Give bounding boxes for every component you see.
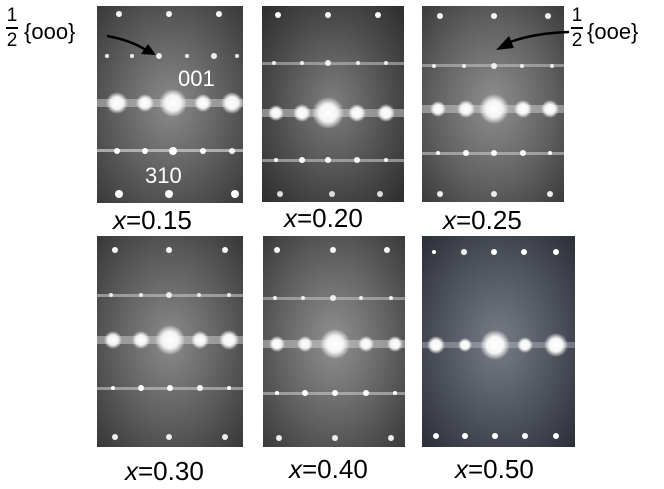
fraction-denominator: 2 <box>571 30 583 51</box>
caption-x040: x=0.40 <box>289 456 368 482</box>
diffraction-panel-x040 <box>263 236 405 447</box>
caption-x025: x=0.25 <box>443 207 522 233</box>
caption-value: =0.25 <box>456 205 522 235</box>
caption-value: =0.15 <box>126 205 192 235</box>
diffraction-pattern-x015 <box>97 6 243 203</box>
caption-x020: x=0.20 <box>284 205 363 231</box>
label-ooo: {ooo} <box>24 19 76 44</box>
diffraction-panel-x050 <box>422 236 575 447</box>
label-ooe: {ooe} <box>587 19 639 44</box>
diffraction-pattern-x050 <box>422 236 575 447</box>
spot-label-310: 310 <box>145 163 182 188</box>
caption-x015: x=0.15 <box>113 207 192 233</box>
caption-value: =0.30 <box>138 456 204 486</box>
diffraction-pattern-x030 <box>97 236 243 447</box>
fraction-denominator: 2 <box>6 30 18 51</box>
caption-x030: x=0.30 <box>125 458 204 484</box>
fraction-numerator: 1 <box>571 5 583 26</box>
caption-value: =0.20 <box>297 203 363 233</box>
fraction-numerator: 1 <box>6 5 18 26</box>
diffraction-panel-x015 <box>97 6 243 203</box>
fraction-bar <box>6 27 18 29</box>
fraction-half-left: 1 2 <box>6 6 18 50</box>
diffraction-panel-x030 <box>97 236 243 447</box>
caption-variable: x <box>125 456 138 486</box>
caption-variable: x <box>443 205 456 235</box>
caption-value: =0.50 <box>468 454 534 484</box>
diffraction-pattern-x020 <box>262 6 404 202</box>
spot-label-001: 001 <box>178 66 215 91</box>
caption-variable: x <box>455 454 468 484</box>
caption-variable: x <box>284 203 297 233</box>
caption-x050: x=0.50 <box>455 456 534 482</box>
caption-variable: x <box>113 205 126 235</box>
diffraction-pattern-x040 <box>263 236 405 447</box>
diffraction-panel-x025 <box>422 6 564 202</box>
caption-value: =0.40 <box>302 454 368 484</box>
diffraction-panel-x020 <box>262 6 404 202</box>
diffraction-pattern-x025 <box>422 6 564 202</box>
caption-variable: x <box>289 454 302 484</box>
fraction-bar <box>571 27 583 29</box>
fraction-half-right: 1 2 <box>571 6 583 50</box>
